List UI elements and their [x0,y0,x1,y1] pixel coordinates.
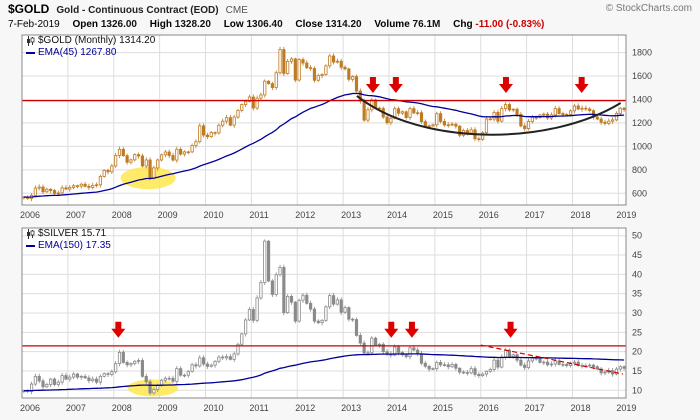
svg-text:2007: 2007 [66,403,86,413]
quote-low: Low 1306.40 [223,19,283,30]
svg-text:2019: 2019 [616,210,636,220]
svg-text:1000: 1000 [632,141,652,151]
svg-text:2008: 2008 [112,403,132,413]
svg-text:2010: 2010 [203,210,223,220]
svg-text:1800: 1800 [632,48,652,58]
quote-date: 7-Feb-2019 [8,19,60,30]
svg-text:2019: 2019 [616,403,636,413]
svg-text:2013: 2013 [341,403,361,413]
svg-text:1200: 1200 [632,118,652,128]
svg-text:2015: 2015 [433,210,453,220]
svg-text:2006: 2006 [20,403,40,413]
svg-text:40: 40 [632,269,642,279]
svg-text:45: 45 [632,250,642,260]
svg-text:10: 10 [632,385,642,395]
gold-panel: 2006 2007 2008 2009 2010 2011 2012 2013 2014 2015… [0,32,700,225]
svg-text:2014: 2014 [387,210,407,220]
svg-text:800: 800 [632,165,647,175]
svg-text:25: 25 [632,327,642,337]
svg-text:2010: 2010 [203,403,223,413]
silver-price-chart: 2006 2007 2008 2009 2010 2011 2012 2013 2014 2015… [20,227,642,413]
svg-text:2011: 2011 [249,403,268,413]
quote-change: Chg -11.00 (-0.83%) [453,19,545,30]
chart-header: $GOLD Gold - Continuous Contract (EOD) C… [0,0,700,32]
quote-open: Open 1326.00 [72,19,137,30]
svg-text:2016: 2016 [479,403,499,413]
svg-text:2009: 2009 [158,210,178,220]
svg-text:2016: 2016 [479,210,499,220]
symbol: $GOLD [8,2,50,16]
svg-text:2012: 2012 [295,210,315,220]
svg-text:2018: 2018 [570,210,590,220]
silver-panel: 2006 2007 2008 2009 2010 2011 2012 2013 2014 2015… [0,225,700,418]
svg-text:35: 35 [632,289,642,299]
svg-text:2017: 2017 [525,403,545,413]
svg-text:2009: 2009 [158,403,178,413]
svg-text:20: 20 [632,347,642,357]
copyright: © StockCharts.com [605,3,692,14]
svg-text:30: 30 [632,308,642,318]
svg-text:2011: 2011 [249,210,268,220]
svg-text:2017: 2017 [525,210,545,220]
svg-text:50: 50 [632,231,642,241]
quote-high: High 1328.20 [149,19,211,30]
svg-text:1400: 1400 [632,94,652,104]
quote-close: Close 1314.20 [295,19,362,30]
svg-text:2007: 2007 [66,210,86,220]
gold-price-chart: 2006 2007 2008 2009 2010 2011 2012 2013 2014 2015… [20,34,652,220]
svg-text:2008: 2008 [112,210,132,220]
svg-text:2006: 2006 [20,210,40,220]
svg-text:600: 600 [632,188,647,198]
symbol-description: Gold - Continuous Contract (EOD) [56,5,219,16]
svg-text:2014: 2014 [387,403,407,413]
quote-volume: Volume 76.1M [374,19,441,30]
svg-text:1600: 1600 [632,71,652,81]
svg-text:2013: 2013 [341,210,361,220]
title-row: $GOLD Gold - Continuous Contract (EOD) C… [8,2,692,18]
svg-text:2018: 2018 [570,403,590,413]
svg-text:2015: 2015 [433,403,453,413]
svg-text:2012: 2012 [295,403,315,413]
quote-row: 7-Feb-2019 Open 1326.00 High 1328.20 Low… [8,18,692,31]
exchange: CME [225,5,248,16]
svg-text:15: 15 [632,366,642,376]
